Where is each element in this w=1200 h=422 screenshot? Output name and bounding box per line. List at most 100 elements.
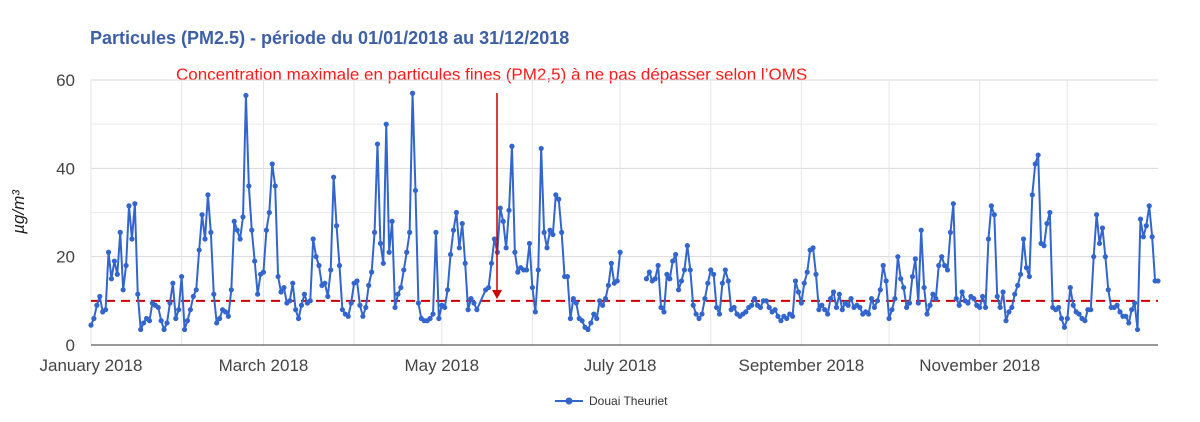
data-point[interactable] [567,315,574,322]
data-point[interactable] [743,309,749,315]
data-point[interactable] [366,282,372,288]
data-point[interactable] [830,289,837,295]
data-point[interactable] [816,307,822,313]
data-point[interactable] [465,307,471,313]
data-point[interactable] [725,278,731,284]
data-point[interactable] [173,315,179,322]
data-point[interactable] [784,315,790,322]
data-point[interactable] [1012,291,1018,297]
data-point[interactable] [825,311,831,317]
data-point[interactable] [883,278,889,284]
data-point[interactable] [956,302,962,308]
data-point[interactable] [532,309,538,315]
data-point[interactable] [94,302,100,308]
data-point[interactable] [865,311,872,317]
data-point[interactable] [301,291,307,297]
data-point[interactable] [126,203,132,209]
data-point[interactable] [1091,254,1097,260]
data-point[interactable] [608,260,614,266]
data-point[interactable] [1015,282,1021,288]
data-point[interactable] [909,273,916,280]
data-point[interactable] [681,267,688,273]
data-point[interactable] [594,315,600,322]
data-point[interactable] [670,258,676,264]
data-point[interactable] [237,236,243,242]
data-point[interactable] [1067,284,1073,291]
data-point[interactable] [1003,318,1009,324]
data-point[interactable] [763,298,769,304]
data-point[interactable] [249,227,255,233]
data-point[interactable] [135,291,141,297]
data-point[interactable] [228,287,234,293]
data-point[interactable] [705,280,711,286]
data-point[interactable] [395,291,401,297]
legend[interactable]: Douai Theuriet [555,394,668,408]
data-point[interactable] [252,258,258,264]
data-point[interactable] [442,304,448,311]
data-point[interactable] [880,262,886,269]
data-point[interactable] [661,309,667,315]
data-point[interactable] [383,121,389,127]
data-point[interactable] [360,313,366,319]
data-point[interactable] [389,218,395,224]
data-point[interactable] [255,291,261,297]
data-point[interactable] [269,161,275,167]
data-point[interactable] [161,326,167,333]
data-point[interactable] [105,249,112,255]
data-point[interactable] [313,254,319,260]
data-point[interactable] [459,220,465,227]
data-point[interactable] [605,282,612,288]
data-point[interactable] [409,90,416,96]
data-point[interactable] [278,289,284,295]
data-point[interactable] [541,229,547,235]
data-point[interactable] [111,258,117,264]
data-point[interactable] [1006,309,1012,315]
data-point[interactable] [412,187,419,194]
data-point[interactable] [673,251,679,258]
data-point[interactable] [1096,240,1103,247]
data-point[interactable] [205,192,211,198]
data-point[interactable] [915,300,921,306]
data-point[interactable] [108,276,115,282]
data-point[interactable] [202,236,208,242]
data-point[interactable] [295,315,302,322]
data-point[interactable] [591,311,597,317]
data-point[interactable] [488,260,495,266]
data-point[interactable] [559,229,565,235]
data-point[interactable] [556,196,562,202]
data-point[interactable] [924,311,930,317]
data-point[interactable] [901,284,907,291]
data-point[interactable] [719,280,726,286]
data-point[interactable] [474,307,480,313]
data-point[interactable] [526,240,533,247]
data-point[interactable] [401,267,407,273]
data-point[interactable] [199,212,205,218]
data-point[interactable] [246,183,252,189]
data-point[interactable] [997,304,1003,311]
data-point[interactable] [675,287,682,293]
data-point[interactable] [325,293,331,300]
data-point[interactable] [348,300,354,306]
data-point[interactable] [281,284,287,291]
data-point[interactable] [217,315,223,322]
data-point[interactable] [240,214,246,220]
data-point[interactable] [839,307,845,313]
data-point[interactable] [1105,287,1111,293]
data-point[interactable] [749,302,755,308]
data-point[interactable] [243,92,249,99]
data-point[interactable] [298,302,305,308]
data-point[interactable] [120,287,126,293]
data-point[interactable] [462,260,468,266]
data-point[interactable] [1061,324,1068,330]
data-point[interactable] [407,229,413,235]
data-point[interactable] [795,289,802,295]
data-point[interactable] [374,141,381,147]
data-point[interactable] [895,254,901,260]
data-point[interactable] [392,304,398,311]
data-point[interactable] [468,296,474,302]
data-point[interactable] [912,256,918,262]
data-point[interactable] [263,227,269,233]
data-point[interactable] [184,318,191,324]
data-point[interactable] [906,300,913,306]
data-point[interactable] [506,207,512,213]
